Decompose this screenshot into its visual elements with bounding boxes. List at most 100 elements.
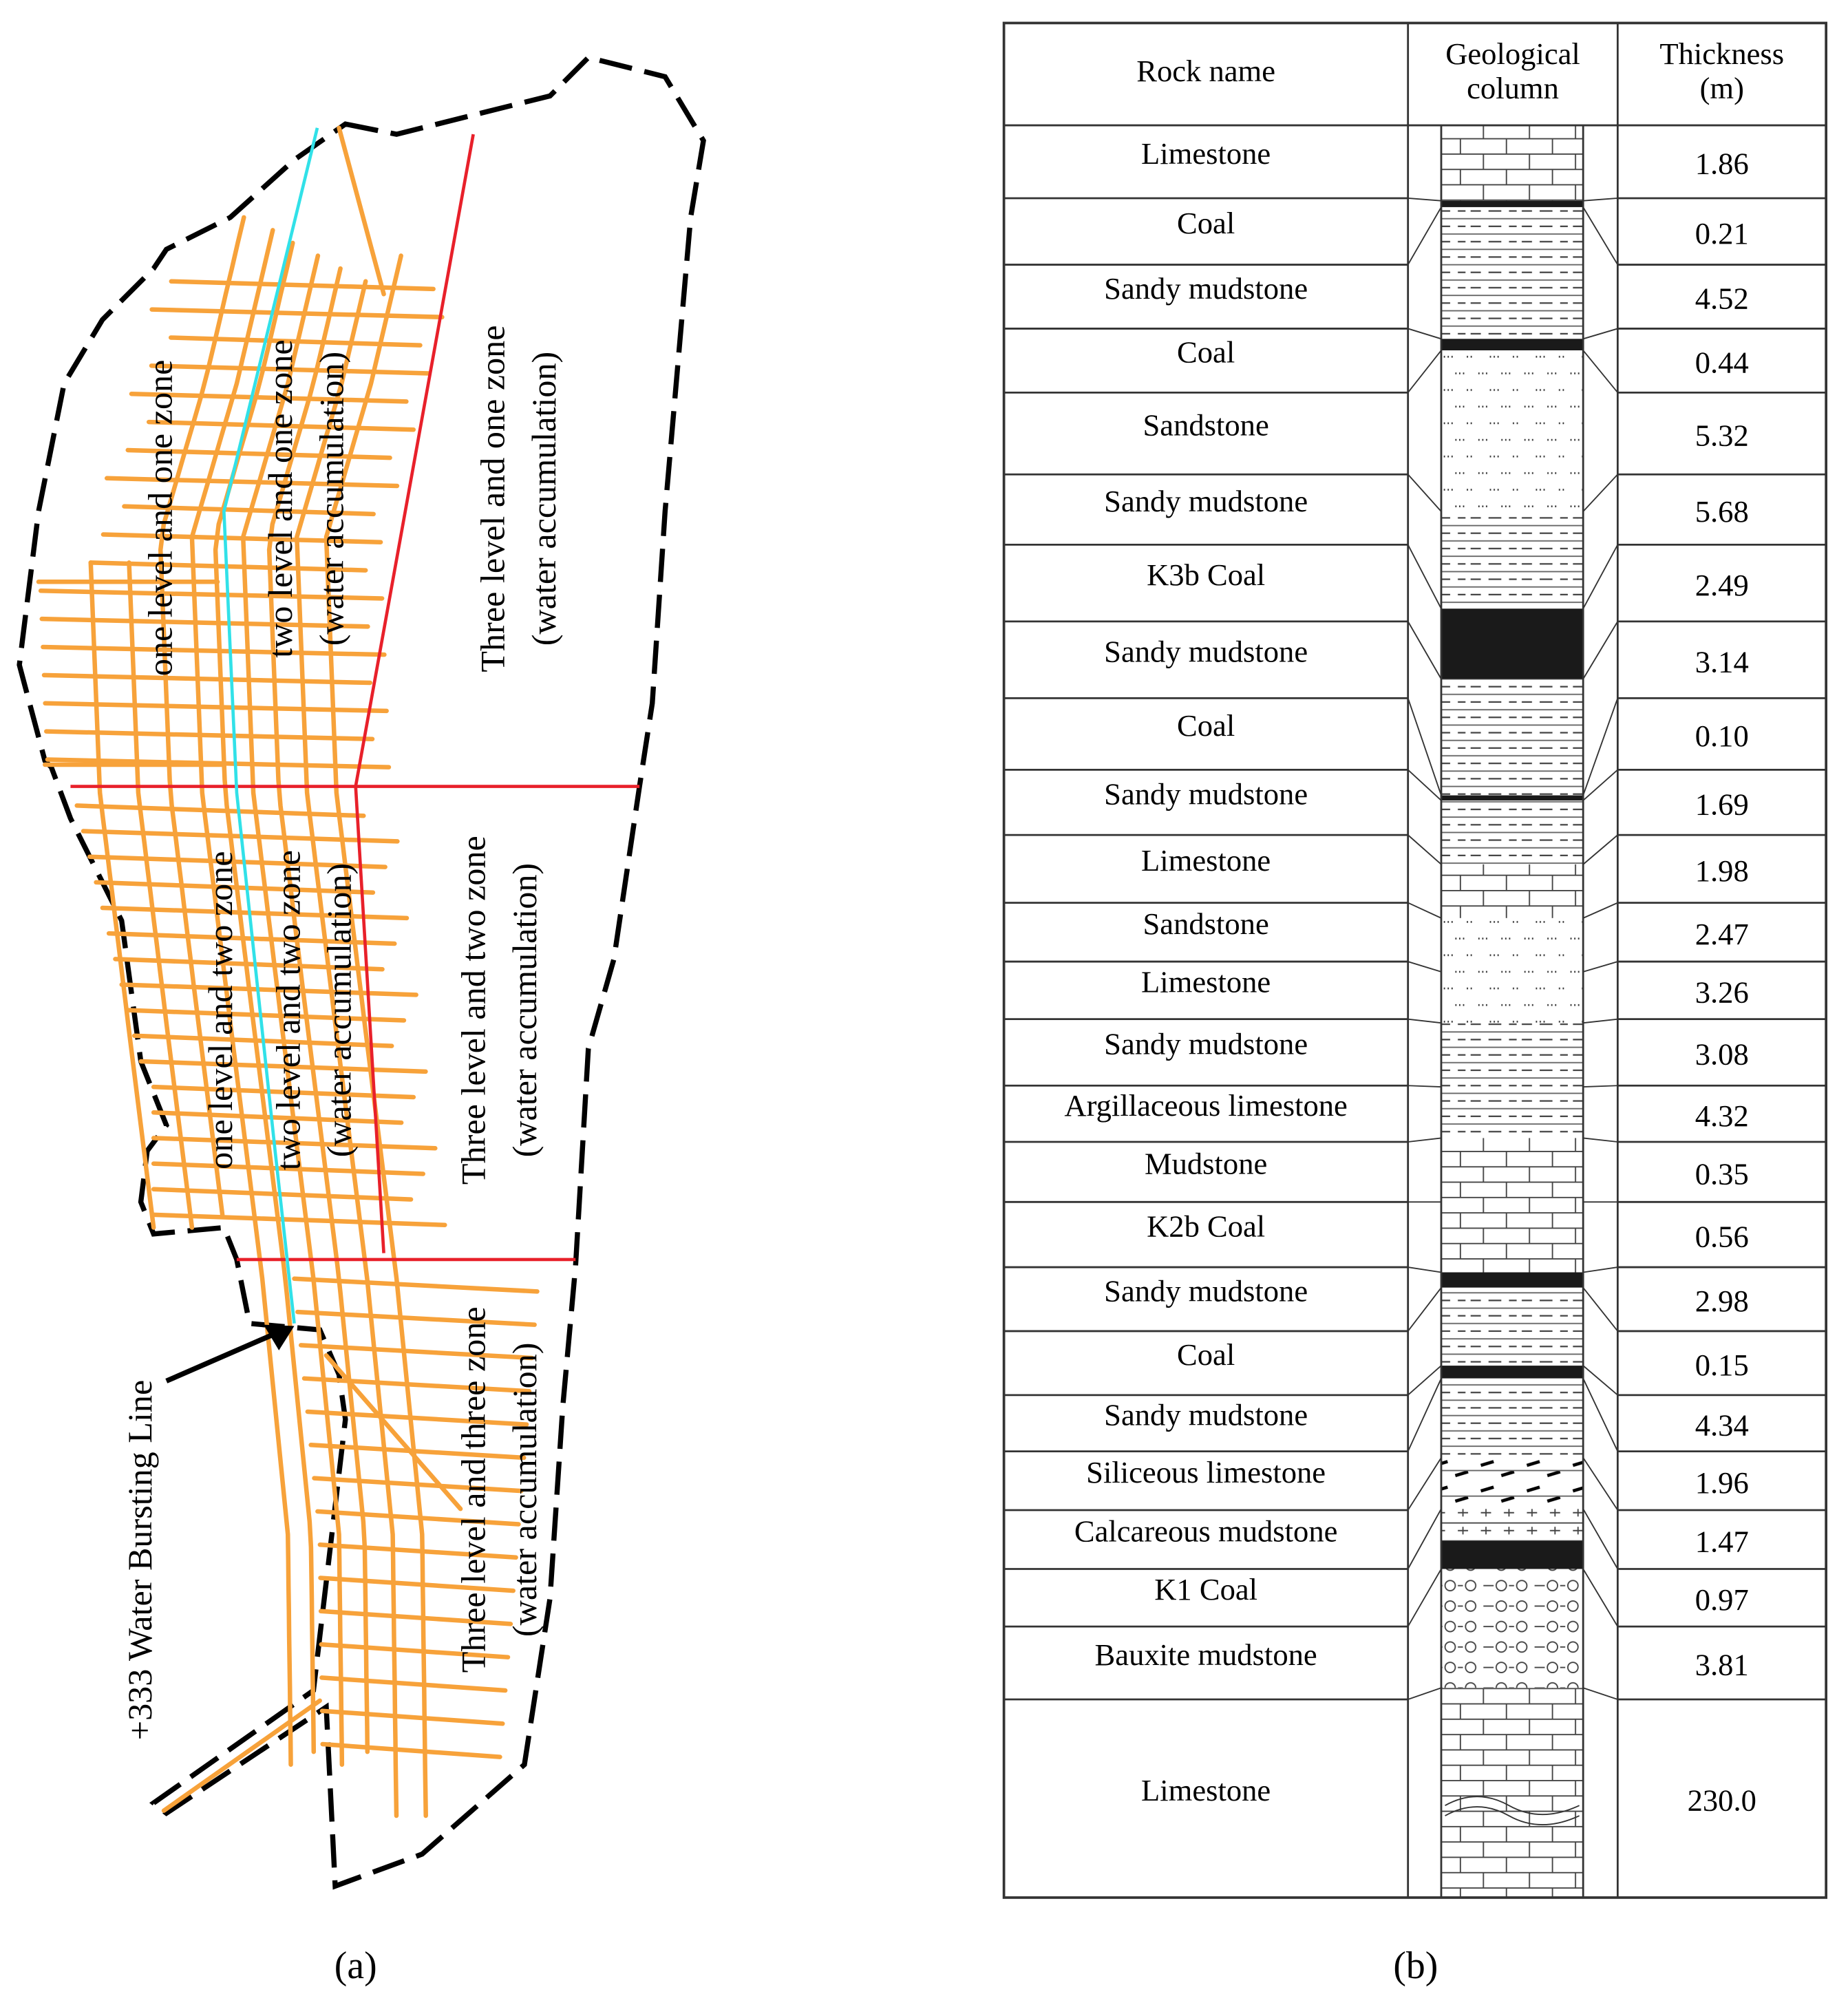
rock-name: Coal [1177,708,1235,743]
zone-label: (water accumulation) [505,863,544,1158]
thickness: 0.10 [1695,719,1749,753]
rock-layer [1441,350,1584,512]
connector [1583,1266,1618,1273]
roadway [168,335,423,348]
connector [1407,1378,1442,1452]
zone-label: Three level and one zone [474,325,512,672]
caption: (b) [1393,1944,1438,1987]
connector [1582,769,1618,801]
connector [1407,544,1442,609]
connector [1582,834,1618,865]
rock-name: Sandy mudstone [1104,1273,1308,1308]
rock-name: Sandy mudstone [1104,634,1308,668]
roadway [305,1409,529,1427]
zone-label: Three level and three zone [454,1306,493,1673]
rock-layer [1441,1540,1584,1569]
boundary-outline [17,54,706,1890]
thickness: 3.26 [1695,975,1749,1010]
mine-map: one level and one zone two level and one… [17,54,706,1987]
connector [1408,1266,1442,1273]
caption: (a) [334,1944,377,1987]
connector [1407,1457,1442,1511]
connector [1582,1687,1618,1700]
roadway [151,1084,416,1100]
roadway [295,1309,537,1327]
rock-name: Argillaceous limestone [1064,1088,1347,1123]
roadway [149,307,445,319]
header-label: Geological [1445,36,1580,71]
roadway [266,266,370,1754]
thickness: 3.08 [1695,1037,1749,1072]
zone-label: two level and two zone [268,850,307,1170]
rock-layer [1441,1138,1584,1273]
connector [1582,1569,1619,1627]
roadway [319,1708,505,1726]
roadway [41,644,387,657]
roadway [44,729,375,742]
water-bursting-line [222,127,319,1324]
rock-name: Bauxite mudstone [1095,1637,1317,1672]
rock-layer [1441,917,1584,1023]
zone-label: (water accumulation) [320,863,359,1158]
connector [1582,1365,1618,1396]
thickness: 1.98 [1695,853,1749,888]
rock-layer [1441,1457,1584,1509]
roadway [38,588,385,601]
thickness: 0.21 [1695,216,1749,251]
connector [1583,1018,1618,1024]
connector [1582,328,1618,340]
connector [1408,834,1442,865]
roadway [317,1542,518,1560]
roadway [323,253,428,1818]
thickness: 4.34 [1695,1408,1749,1442]
roadway [312,1476,524,1494]
roadway [43,701,389,714]
rock-name: Coal [1177,335,1235,370]
roadway [151,1212,447,1228]
connector [1407,698,1442,796]
header-label: (m) [1700,71,1744,105]
roadway [320,1741,502,1759]
roadway [127,560,195,1230]
connector [1582,902,1618,919]
rock-name: Mudstone [1145,1146,1267,1180]
connector [1582,544,1619,609]
rock-name: Sandy mudstone [1104,1027,1308,1061]
zone-label: (water accumulation) [312,352,351,646]
header-label: Rock name [1136,54,1275,88]
annotation: +333 Water Bursting Line [120,1380,159,1740]
roadway [319,1675,508,1693]
thickness: 4.52 [1695,282,1749,316]
roadway [104,476,400,489]
rock-name: Limestone [1141,1773,1271,1807]
thickness: 0.15 [1695,1348,1749,1382]
connector [1407,1287,1442,1332]
roadway [308,1443,527,1461]
connector [1407,350,1442,393]
roadway [122,504,376,517]
connector [1582,1457,1619,1511]
roadway [294,279,399,1818]
rock-name: Sandy mudstone [1104,1398,1308,1432]
rock-name: Sandy mudstone [1104,271,1308,306]
connector [1583,198,1618,202]
roadway [318,1609,513,1626]
connector [1582,206,1619,266]
roadway [189,228,293,1767]
zone-label: two level and one zone [261,339,299,657]
thickness: 230.0 [1688,1783,1756,1818]
rock-layer [1441,1509,1584,1541]
connector [1583,1137,1618,1143]
roadway [292,1276,540,1294]
connector [1408,1687,1442,1700]
rock-name: Calcareous mudstone [1074,1514,1338,1549]
connector [1408,1137,1442,1143]
connector [1582,621,1619,679]
roadway [323,1352,463,1511]
roadway [125,1008,407,1023]
rock-layer [1441,206,1584,339]
rock-layer [1441,125,1584,201]
rock-name: K3b Coal [1147,558,1265,592]
roadway [138,1059,428,1074]
